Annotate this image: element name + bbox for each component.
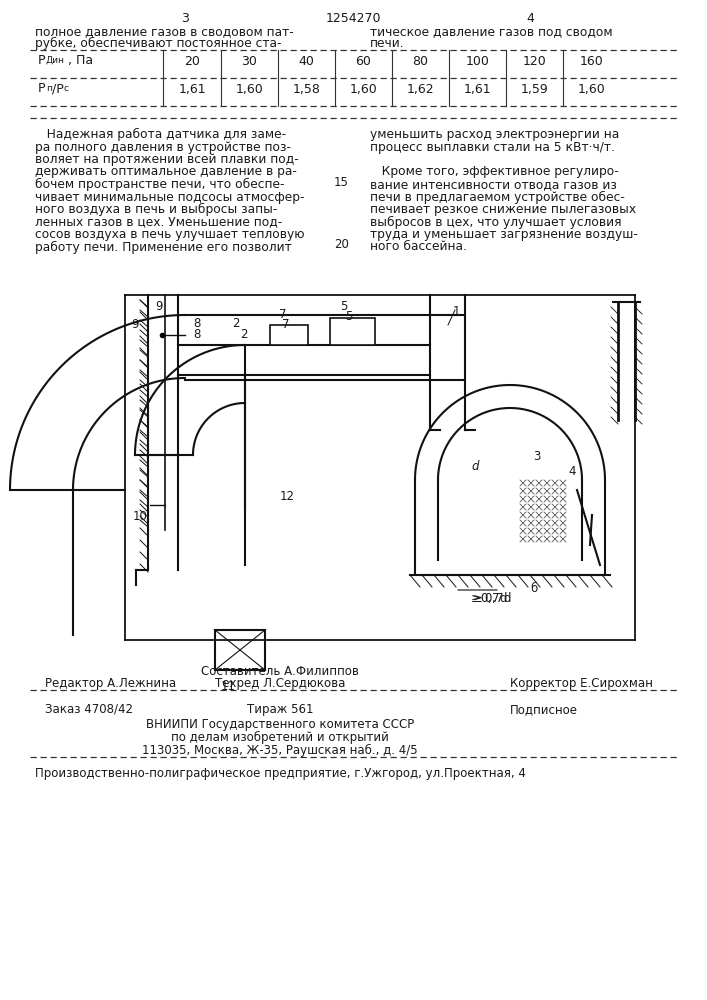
Text: 2: 2	[232, 317, 240, 330]
Text: $\geq$0,7d: $\geq$0,7d	[470, 590, 511, 605]
Text: 7: 7	[282, 318, 289, 331]
Text: сосов воздуха в печь улучшает тепловую: сосов воздуха в печь улучшает тепловую	[35, 228, 305, 241]
Text: Тираж 561: Тираж 561	[247, 703, 313, 716]
Text: чивает минимальные подсосы атмосфер-: чивает минимальные подсосы атмосфер-	[35, 190, 305, 204]
Text: 3: 3	[181, 12, 189, 25]
Text: 8: 8	[193, 317, 200, 330]
Text: 11: 11	[221, 680, 235, 693]
Text: выбросов в цех, что улучшает условия: выбросов в цех, что улучшает условия	[370, 216, 621, 229]
Text: 10: 10	[133, 510, 148, 523]
Text: 100: 100	[466, 55, 489, 68]
Text: 5: 5	[340, 300, 347, 313]
Text: 40: 40	[298, 55, 315, 68]
Text: 120: 120	[522, 55, 547, 68]
Text: 3: 3	[533, 450, 540, 463]
Text: Дин: Дин	[46, 56, 65, 65]
Text: d: d	[471, 460, 479, 473]
Text: по делам изобретений и открытий: по делам изобретений и открытий	[171, 731, 389, 744]
Text: Техред Л.Сердюкова: Техред Л.Сердюкова	[215, 677, 345, 690]
Text: труда и уменьшает загрязнение воздуш-: труда и уменьшает загрязнение воздуш-	[370, 228, 638, 241]
Text: 1,61: 1,61	[464, 83, 491, 96]
Bar	[270, 325, 308, 345]
Text: 1: 1	[453, 305, 460, 318]
Text: /P: /P	[52, 82, 64, 95]
Text: 15: 15	[334, 176, 349, 189]
Text: 4: 4	[526, 12, 534, 25]
Text: 30: 30	[242, 55, 257, 68]
Text: 9: 9	[155, 300, 163, 313]
Text: 60: 60	[356, 55, 371, 68]
Text: 5: 5	[345, 310, 352, 323]
Text: уменьшить расход электроэнергии на: уменьшить расход электроэнергии на	[370, 128, 619, 141]
Text: P: P	[38, 82, 45, 95]
Text: Производственно-полиграфическое предприятие, г.Ужгород, ул.Проектная, 4: Производственно-полиграфическое предприя…	[35, 767, 525, 780]
Text: 1,58: 1,58	[293, 83, 320, 96]
Text: б: б	[530, 582, 537, 595]
Text: тическое давление газов под сводом: тическое давление газов под сводом	[370, 25, 613, 38]
Text: 1,60: 1,60	[578, 83, 605, 96]
Text: ВНИИПИ Государственного комитета СССР: ВНИИПИ Государственного комитета СССР	[146, 718, 414, 731]
Text: 113035, Москва, Ж-35, Раушская наб., д. 4/5: 113035, Москва, Ж-35, Раушская наб., д. …	[142, 744, 418, 757]
Text: P: P	[38, 54, 45, 67]
Text: Корректор Е.Сирохман: Корректор Е.Сирохман	[510, 677, 653, 690]
Text: 20: 20	[334, 238, 349, 251]
Text: 4: 4	[568, 465, 575, 478]
Text: держивать оптимальное давление в ра-: держивать оптимальное давление в ра-	[35, 165, 297, 178]
Text: ра полного давления в устройстве поз-: ра полного давления в устройстве поз-	[35, 140, 291, 153]
Text: 2: 2	[240, 328, 247, 341]
Text: бочем пространстве печи, что обеспе-: бочем пространстве печи, что обеспе-	[35, 178, 284, 191]
Text: 1,59: 1,59	[520, 83, 549, 96]
Text: вание интенсивности отвода газов из: вание интенсивности отвода газов из	[370, 178, 617, 191]
Text: 12: 12	[280, 490, 295, 503]
Text: 20: 20	[184, 55, 200, 68]
Text: Заказ 4708/42: Заказ 4708/42	[45, 703, 133, 716]
Text: Подписное: Подписное	[510, 703, 578, 716]
Text: 1,61: 1,61	[178, 83, 206, 96]
Text: 80: 80	[412, 55, 428, 68]
Text: ленных газов в цех. Уменьшение под-: ленных газов в цех. Уменьшение под-	[35, 216, 282, 229]
Text: полное давление газов в сводовом пат-: полное давление газов в сводовом пат-	[35, 25, 293, 38]
Text: 160: 160	[580, 55, 603, 68]
Text: Редактор А.Лежнина: Редактор А.Лежнина	[45, 677, 176, 690]
Text: Составитель А.Филиппов: Составитель А.Филиппов	[201, 665, 359, 678]
Text: ного воздуха в печь и выбросы запы-: ного воздуха в печь и выбросы запы-	[35, 203, 277, 216]
Text: 9: 9	[131, 318, 139, 331]
Text: 8: 8	[193, 328, 200, 341]
Text: 1,60: 1,60	[350, 83, 378, 96]
Bar	[330, 318, 375, 345]
Text: 1254270: 1254270	[325, 12, 381, 25]
Text: воляет на протяжении всей плавки под-: воляет на протяжении всей плавки под-	[35, 153, 299, 166]
Text: $\geq\!$0,7d: $\geq\!$0,7d	[468, 590, 508, 605]
Text: Кроме того, эффективное регулиро-: Кроме того, эффективное регулиро-	[370, 165, 619, 178]
Text: 1,60: 1,60	[235, 83, 264, 96]
Text: печи в предлагаемом устройстве обес-: печи в предлагаемом устройстве обес-	[370, 190, 625, 204]
Text: процесс выплавки стали на 5 кВт·ч/т.: процесс выплавки стали на 5 кВт·ч/т.	[370, 140, 615, 153]
Text: работу печи. Применение его позволит: работу печи. Применение его позволит	[35, 240, 292, 254]
Text: печи.: печи.	[370, 37, 404, 50]
Text: ного бассейна.: ного бассейна.	[370, 240, 467, 253]
Text: , Па: , Па	[64, 54, 93, 67]
Text: Надежная работа датчика для заме-: Надежная работа датчика для заме-	[35, 128, 286, 141]
Text: печивает резкое снижение пылегазовых: печивает резкое снижение пылегазовых	[370, 203, 636, 216]
Text: рубке, обеспечивают постоянное ста-: рубке, обеспечивают постоянное ста-	[35, 37, 281, 50]
Text: 7: 7	[279, 308, 286, 321]
Text: п: п	[46, 84, 52, 93]
Text: 1,62: 1,62	[407, 83, 434, 96]
Text: с: с	[64, 84, 69, 93]
